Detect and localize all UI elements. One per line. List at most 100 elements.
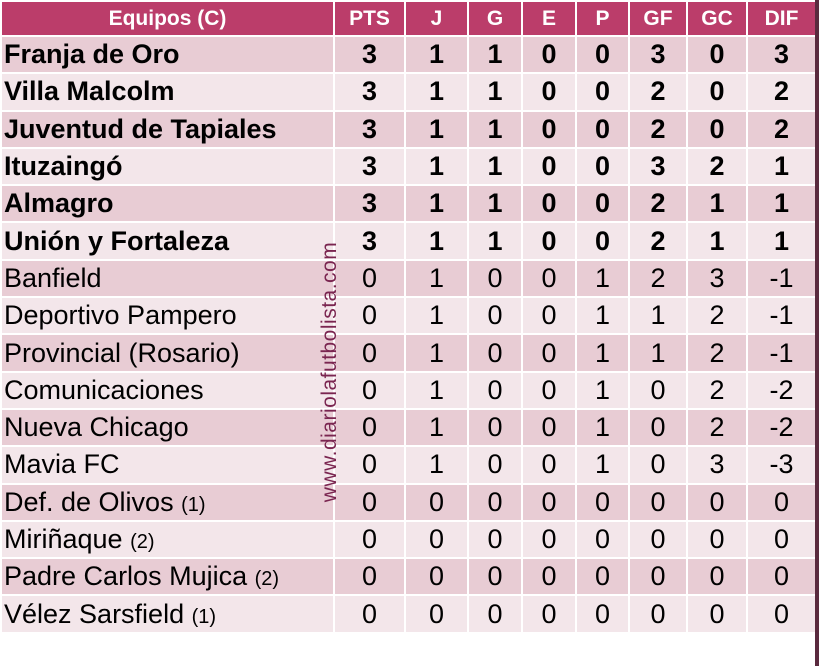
- lost-cell: 0: [575, 146, 630, 187]
- lost-cell: 0: [575, 109, 630, 149]
- goal-diff-cell: 1: [746, 146, 817, 187]
- played-cell: 1: [404, 407, 469, 448]
- goals-against-cell: 2: [686, 296, 748, 336]
- team-name: Mavia FC: [4, 449, 120, 480]
- header-won: G: [467, 0, 523, 37]
- pts-cell: 0: [333, 370, 406, 410]
- drawn-cell: 0: [521, 370, 577, 410]
- goals-for-cell: 2: [628, 109, 688, 149]
- drawn-cell: 0: [521, 258, 577, 299]
- lost-cell: 1: [575, 258, 630, 299]
- watermark: www.diariolafutbolista.com: [318, 241, 341, 503]
- goals-against-cell: 0: [686, 109, 748, 149]
- team-name: Nueva Chicago: [4, 412, 189, 443]
- team-cell: Banfield: [0, 258, 335, 299]
- drawn-cell: 0: [521, 34, 577, 75]
- team-name: Almagro: [4, 188, 114, 219]
- goal-diff-cell: -2: [746, 370, 817, 410]
- drawn-cell: 0: [521, 519, 577, 560]
- team-cell: Provincial (Rosario): [0, 333, 335, 373]
- goals-against-cell: 1: [686, 221, 748, 261]
- won-cell: 0: [467, 445, 523, 485]
- table-row: Banfield 0 1 0 0 1 2 3 -1: [0, 258, 817, 299]
- team-name: Unión y Fortaleza: [4, 225, 230, 256]
- lost-cell: 1: [575, 296, 630, 336]
- pts-cell: 0: [333, 594, 406, 634]
- team-cell: Franja de Oro: [0, 34, 335, 75]
- table-row: Juventud de Tapiales 3 1 1 0 0 2 0 2: [0, 109, 817, 149]
- drawn-cell: 0: [521, 407, 577, 448]
- won-cell: 1: [467, 109, 523, 149]
- goals-for-cell: 2: [628, 258, 688, 299]
- team-cell: Mavia FC: [0, 445, 335, 485]
- drawn-cell: 0: [521, 482, 577, 522]
- lost-cell: 1: [575, 370, 630, 410]
- pts-cell: 3: [333, 72, 406, 112]
- goal-diff-cell: -3: [746, 445, 817, 485]
- team-name: Comunicaciones: [4, 374, 204, 405]
- team-cell: Juventud de Tapiales: [0, 109, 335, 149]
- goals-against-cell: 0: [686, 519, 748, 560]
- pts-cell: 3: [333, 221, 406, 261]
- played-cell: 0: [404, 594, 469, 634]
- team-cell: Vélez Sarsfield (1): [0, 594, 335, 634]
- goals-for-cell: 2: [628, 184, 688, 224]
- team-note: (2): [254, 568, 280, 591]
- team-cell: Ituzaingó: [0, 146, 335, 187]
- lost-cell: 1: [575, 407, 630, 448]
- right-border: [815, 0, 819, 666]
- team-cell: Almagro: [0, 184, 335, 224]
- pts-cell: 0: [333, 333, 406, 373]
- goals-for-cell: 1: [628, 333, 688, 373]
- won-cell: 1: [467, 146, 523, 187]
- drawn-cell: 0: [521, 557, 577, 597]
- pts-cell: 0: [333, 296, 406, 336]
- team-name: Juventud de Tapiales: [4, 113, 277, 144]
- table-row: Ituzaingó 3 1 1 0 0 3 2 1: [0, 146, 817, 187]
- goals-for-cell: 3: [628, 146, 688, 187]
- won-cell: 0: [467, 482, 523, 522]
- goal-diff-cell: 0: [746, 557, 817, 597]
- table-row: Deportivo Pampero 0 1 0 0 1 1 2 -1: [0, 296, 817, 336]
- won-cell: 0: [467, 258, 523, 299]
- played-cell: 1: [404, 445, 469, 485]
- played-cell: 1: [404, 184, 469, 224]
- goals-for-cell: 0: [628, 482, 688, 522]
- team-cell: Comunicaciones: [0, 370, 335, 410]
- header-pts: PTS: [333, 0, 406, 37]
- lost-cell: 1: [575, 333, 630, 373]
- pts-cell: 3: [333, 109, 406, 149]
- won-cell: 1: [467, 221, 523, 261]
- header-goals-for: GF: [628, 0, 688, 37]
- goals-against-cell: 2: [686, 370, 748, 410]
- team-name: Provincial (Rosario): [4, 337, 240, 368]
- won-cell: 0: [467, 519, 523, 560]
- goal-diff-cell: 2: [746, 72, 817, 112]
- team-name: Miriñaque: [4, 524, 123, 554]
- lost-cell: 0: [575, 594, 630, 634]
- won-cell: 0: [467, 296, 523, 336]
- drawn-cell: 0: [521, 184, 577, 224]
- won-cell: 0: [467, 594, 523, 634]
- goals-against-cell: 0: [686, 34, 748, 75]
- header-drawn: E: [521, 0, 577, 37]
- team-note: (2): [130, 531, 155, 553]
- team-cell: Nueva Chicago: [0, 407, 335, 448]
- goal-diff-cell: -1: [746, 296, 817, 336]
- goals-against-cell: 2: [686, 407, 748, 448]
- team-cell: Padre Carlos Mujica (2): [0, 557, 335, 597]
- table-row: Provincial (Rosario) 0 1 0 0 1 1 2 -1: [0, 333, 817, 373]
- lost-cell: 1: [575, 445, 630, 485]
- goal-diff-cell: 0: [746, 594, 817, 634]
- goals-for-cell: 0: [628, 557, 688, 597]
- team-name: Banfield: [4, 262, 102, 293]
- goal-diff-cell: 1: [746, 221, 817, 261]
- goal-diff-cell: -2: [746, 407, 817, 448]
- drawn-cell: 0: [521, 109, 577, 149]
- table-row: Villa Malcolm 3 1 1 0 0 2 0 2: [0, 72, 817, 112]
- goals-against-cell: 0: [686, 482, 748, 522]
- header-lost: P: [575, 0, 630, 37]
- table-row: Padre Carlos Mujica (2) 0 0 0 0 0 0 0 0: [0, 557, 817, 597]
- table-row: Def. de Olivos (1) 0 0 0 0 0 0 0 0: [0, 482, 817, 522]
- team-cell: Def. de Olivos (1): [0, 482, 335, 522]
